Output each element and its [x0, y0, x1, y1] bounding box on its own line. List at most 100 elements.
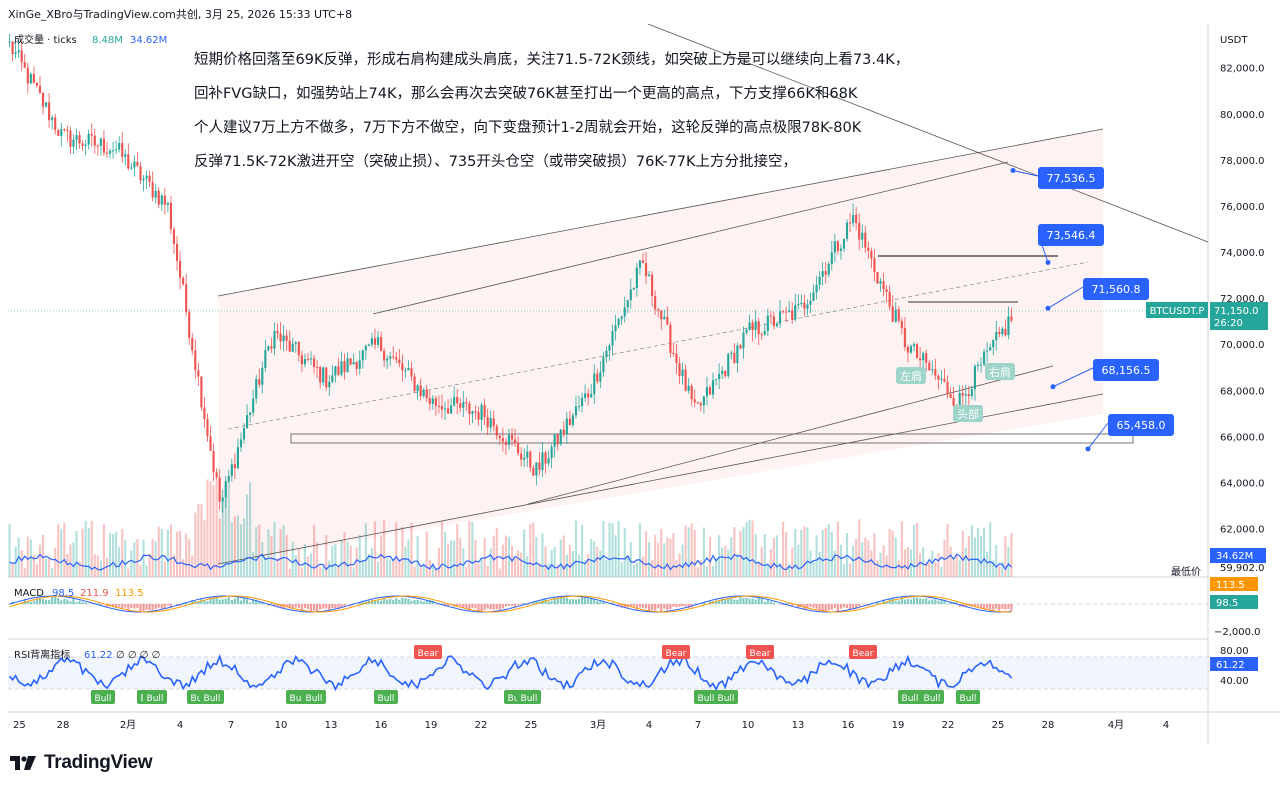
candle-body	[705, 387, 708, 397]
macd-histogram-bar	[35, 598, 38, 604]
candle-body	[669, 324, 672, 353]
time-tick: 16	[375, 720, 388, 731]
macd-histogram-bar	[986, 604, 989, 609]
macd-histogram-bar	[651, 604, 654, 610]
bear-label: Bear	[418, 649, 439, 659]
candle-body	[687, 385, 690, 391]
volume-bar	[267, 529, 270, 577]
macd-histogram-bar	[130, 604, 133, 608]
macd-histogram-bar	[112, 604, 115, 607]
volume-bar	[544, 546, 547, 577]
macd-histogram-bar	[833, 604, 836, 609]
macd-histogram-bar	[294, 604, 297, 608]
symbol-tag-bg	[1146, 302, 1208, 318]
bull-tag	[956, 690, 980, 704]
volume-bar	[133, 542, 136, 577]
candle-body	[96, 145, 99, 147]
bull-label: Bull	[204, 694, 221, 704]
volume-bar	[858, 519, 861, 577]
candle-body	[842, 238, 846, 249]
candle-body	[498, 435, 501, 439]
macd-histogram-bar	[69, 601, 72, 604]
candle-body	[145, 175, 148, 179]
macd-histogram-bar	[934, 599, 937, 604]
candle-body	[873, 258, 876, 273]
macd-histogram-bar	[175, 604, 179, 605]
macd-histogram-bar	[791, 604, 794, 607]
annotation-line-3: 个人建议7万上方不做多，7万下方不做空，向下变盘预计1-2周就会开始，这轮反弹的…	[194, 118, 862, 136]
candle-body	[967, 394, 970, 397]
macd-histogram-bar	[733, 599, 736, 604]
candle-body	[864, 232, 867, 248]
macd-histogram-bar	[447, 604, 450, 607]
macd-histogram-bar	[553, 597, 556, 604]
macd-histogram-bar	[906, 599, 909, 604]
volume-bar	[849, 563, 852, 577]
volume-bar	[337, 566, 340, 577]
tradingview-footer[interactable]: TradingView	[10, 752, 153, 774]
candle-body	[696, 402, 699, 404]
candle-body	[1007, 316, 1010, 336]
volume-bar	[541, 533, 544, 577]
candle-body	[699, 403, 702, 406]
macd-tag2: 98.5	[1216, 598, 1238, 609]
chart-area[interactable]: Bull Bull Bull Bull Bull Bull Bull Bull Bull Bull…	[8, 23, 1280, 744]
macd-histogram-bar	[657, 604, 660, 609]
volume-legend-value1: 8.48M	[92, 35, 123, 46]
bull-label: Bull	[698, 694, 715, 704]
candle-body	[200, 376, 203, 408]
macd-histogram-bar	[26, 600, 29, 604]
candle-body	[102, 138, 105, 153]
macd-histogram-bar	[492, 604, 495, 610]
candle-body	[782, 311, 785, 313]
price-callouts[interactable]: 77,536.5 73,546.4 71,560.8 68,156.5 65,458.0	[1010, 167, 1175, 452]
candle-body	[401, 363, 404, 371]
candle-body	[486, 417, 489, 428]
volume-bar	[358, 534, 361, 577]
macd-histogram-bar	[504, 604, 507, 607]
volume-bar	[60, 528, 63, 577]
macd-histogram-bar	[118, 604, 121, 607]
volume-bar	[827, 523, 830, 577]
volume-bar	[718, 535, 721, 577]
macd-histogram-bar	[922, 599, 925, 604]
volume-bar	[279, 529, 282, 577]
volume-bar	[809, 550, 812, 577]
macd-histogram-bar	[279, 604, 282, 609]
bear-label: Bear	[750, 649, 771, 659]
macd-histogram-bar	[629, 604, 632, 607]
volume-bar	[63, 522, 66, 577]
bear-label: Bear	[666, 649, 687, 659]
volume-bar	[693, 530, 696, 577]
volume-bar	[422, 563, 425, 577]
macd-histogram-bar	[742, 598, 745, 604]
volume-legend-value2: 34.62M	[130, 35, 167, 46]
macd-histogram-bar	[57, 598, 60, 604]
time-axis[interactable]: 25 28 2月 4 7 10 13 16 19 22 25 3月 4 7 10 13 16 19 22 25 28 4月…	[13, 719, 1169, 731]
volume-bar	[8, 523, 11, 577]
macd-histogram-bar	[380, 600, 383, 604]
candle-body	[255, 378, 258, 399]
volume-bar	[212, 484, 215, 577]
candle-body	[148, 175, 151, 183]
volume-bar	[264, 557, 267, 577]
macd-histogram-bar	[782, 604, 785, 606]
candle-body	[35, 82, 38, 86]
volume-bar	[523, 529, 526, 577]
macd-histogram-bar	[480, 604, 483, 612]
candle-body	[410, 368, 413, 377]
price-axis[interactable]: USDT 82,000.0 80,000.0 78,000.0 76,000.0 74,…	[1220, 35, 1265, 574]
rsi-value: 61.22	[84, 650, 113, 661]
time-tick: 7	[228, 720, 234, 731]
candle-body	[684, 369, 687, 391]
macd-histogram-bar	[66, 599, 69, 604]
macd-histogram-bar	[687, 604, 690, 608]
volume-bar	[172, 554, 176, 577]
candle-body	[830, 252, 833, 264]
volume-bar	[361, 560, 364, 577]
volume-bar	[608, 522, 611, 577]
volume-bar	[209, 481, 212, 577]
volume-bar	[581, 525, 584, 577]
candle-body	[383, 350, 386, 361]
